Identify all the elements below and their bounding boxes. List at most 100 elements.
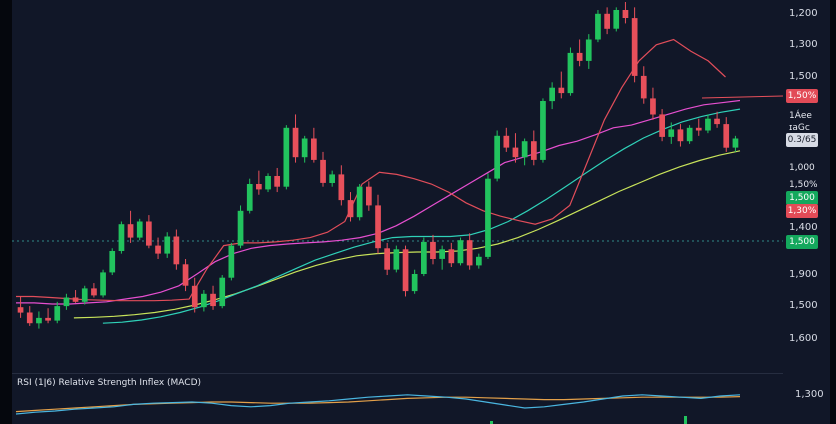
price-tag: 1Áеe bbox=[789, 111, 812, 121]
candle-body bbox=[677, 129, 684, 142]
candle-body bbox=[558, 87, 565, 94]
candle-body bbox=[476, 256, 482, 266]
candle-body bbox=[283, 127, 290, 187]
rsi-orange-line bbox=[15, 396, 741, 413]
candle-body bbox=[274, 176, 280, 187]
indicator-title: RSI (1ǀ6) Relative Strength Inflex (MACD… bbox=[17, 378, 202, 388]
candle-body bbox=[375, 205, 381, 249]
candle-body bbox=[595, 13, 601, 40]
candle-body bbox=[421, 241, 427, 274]
candle-body bbox=[356, 186, 363, 218]
candle-body bbox=[338, 174, 345, 201]
candle-body bbox=[686, 127, 693, 142]
price-tag: 1,30% bbox=[786, 204, 818, 218]
candle-body bbox=[100, 272, 106, 296]
candle-body bbox=[457, 240, 464, 264]
price-axis[interactable]: 1,200 1,300 1,500 1,50% 1Áеe ɪаGс 0.3/65… bbox=[783, 0, 830, 424]
candle-body bbox=[585, 39, 592, 61]
candle-body bbox=[439, 249, 445, 259]
candle-body bbox=[146, 221, 152, 246]
axis-tick-label: 1,400 bbox=[789, 222, 818, 233]
candle-body bbox=[136, 221, 143, 238]
rsi-volume-bar bbox=[684, 416, 687, 424]
candle-body bbox=[384, 248, 390, 270]
right-bezel bbox=[830, 0, 836, 424]
candle-body bbox=[613, 10, 620, 29]
ma-teal-line bbox=[102, 108, 741, 324]
price-chart[interactable] bbox=[12, 0, 783, 372]
candle-body bbox=[531, 141, 537, 160]
candle-body bbox=[640, 75, 647, 99]
axis-tick-label: 1,200 bbox=[789, 8, 818, 19]
candle-body bbox=[292, 127, 299, 158]
candle-body bbox=[17, 307, 24, 313]
candle-body bbox=[503, 135, 510, 148]
axis-tick-label: 1,900 bbox=[789, 269, 818, 280]
rsi-chart[interactable] bbox=[12, 374, 783, 424]
candle-body bbox=[650, 98, 656, 115]
candle-body bbox=[320, 159, 326, 183]
candle-body bbox=[237, 210, 244, 246]
candle-body bbox=[576, 52, 583, 61]
candle-body bbox=[72, 297, 79, 302]
last-price-line bbox=[701, 95, 783, 99]
candle-body bbox=[494, 135, 500, 179]
left-bezel bbox=[0, 0, 12, 424]
candle-body bbox=[182, 264, 189, 286]
candle-body bbox=[549, 87, 555, 102]
candle-body bbox=[256, 184, 262, 190]
candle-body bbox=[659, 114, 665, 137]
candle-body bbox=[347, 200, 354, 218]
last-price-tag: 1,50% bbox=[786, 89, 818, 103]
candle-body bbox=[695, 127, 702, 131]
price-tag: 1,000 bbox=[789, 163, 815, 173]
price-tag: 1,50% bbox=[789, 180, 818, 190]
candle-body bbox=[36, 317, 42, 324]
rsi-blue-line bbox=[15, 394, 741, 415]
candle-body bbox=[118, 224, 125, 251]
candle-body bbox=[81, 288, 88, 302]
candle-body bbox=[430, 241, 436, 259]
candle-body bbox=[201, 293, 207, 308]
candle-body bbox=[521, 141, 528, 158]
price-tag: 1,500 bbox=[786, 191, 818, 205]
candle-body bbox=[567, 52, 574, 94]
price-tag: ɪаGс bbox=[789, 123, 810, 133]
candle-body bbox=[54, 306, 61, 321]
candle-body bbox=[246, 184, 253, 211]
candle-body bbox=[265, 176, 271, 190]
candle-body bbox=[191, 285, 198, 308]
price-line-tag: 1,500 bbox=[786, 235, 818, 249]
candle-body bbox=[411, 274, 418, 292]
candle-body bbox=[210, 293, 216, 307]
candle-body bbox=[732, 138, 739, 148]
candle-body bbox=[127, 224, 134, 238]
ma-yellow-line bbox=[73, 150, 741, 319]
candle-body bbox=[466, 240, 473, 266]
axis-tick-label: 1,500 bbox=[789, 300, 818, 311]
candle-body bbox=[668, 129, 675, 137]
candle-body bbox=[540, 101, 546, 160]
candle-body bbox=[485, 178, 491, 257]
candle-body bbox=[393, 249, 400, 270]
candle-body bbox=[63, 297, 70, 307]
candle-body bbox=[631, 18, 638, 76]
candle-body bbox=[45, 317, 51, 321]
indicator-divider bbox=[12, 373, 783, 374]
rsi-volume-bar bbox=[490, 421, 493, 424]
rsi-axis-label: 1,300 bbox=[795, 389, 824, 400]
candle-body bbox=[402, 249, 409, 292]
candle-body bbox=[26, 312, 33, 324]
candle-body bbox=[228, 245, 235, 278]
axis-tick-label: 1,300 bbox=[789, 39, 818, 50]
candle-body bbox=[723, 124, 730, 148]
ma-red-line bbox=[16, 38, 726, 302]
candle-body bbox=[604, 13, 610, 29]
axis-tick-label: 1,600 bbox=[789, 333, 818, 344]
candle-body bbox=[329, 174, 335, 183]
candle-body bbox=[311, 138, 317, 160]
candle-body bbox=[448, 249, 455, 264]
axis-tick-label: 1,500 bbox=[789, 71, 818, 82]
candle-body bbox=[109, 251, 116, 273]
